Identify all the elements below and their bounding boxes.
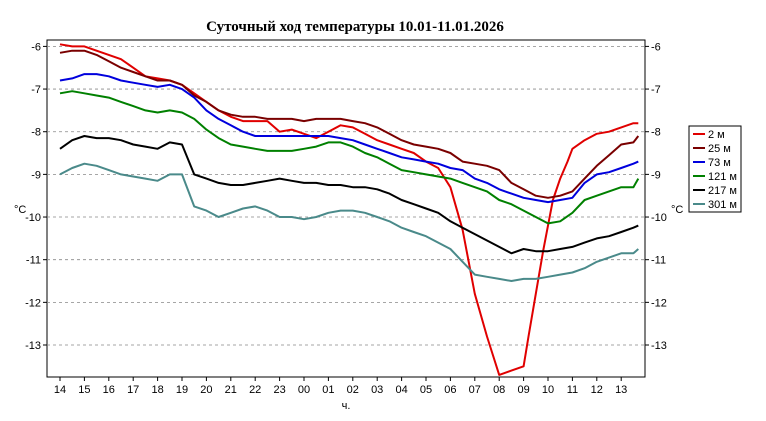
x-tick-label: 08 xyxy=(493,384,505,396)
series-line xyxy=(59,135,639,255)
x-tick-label: 07 xyxy=(469,384,481,396)
legend-box xyxy=(688,125,742,213)
x-tick-label: 20 xyxy=(200,384,212,396)
y-tick-label-right: -7 xyxy=(651,84,661,96)
x-tick-label: 06 xyxy=(444,384,456,396)
x-axis: 14 15 16 17 18 19 20 21 22 23 00 01 02 03 04 05 06 07 08 09… xyxy=(54,377,627,396)
x-tick-label: 05 xyxy=(420,384,432,396)
plot-frame xyxy=(46,39,646,378)
y-axis-left: -6 -7 -8 -9 -10 -11 -12 -13 xyxy=(25,41,47,352)
legend-label: 301 м xyxy=(708,199,737,211)
series-line xyxy=(59,162,639,282)
y-tick-label-right: -9 xyxy=(651,169,661,181)
y-tick-label-right: -13 xyxy=(651,340,667,352)
x-tick-label: 14 xyxy=(54,384,66,396)
x-tick-label: 00 xyxy=(298,384,310,396)
y-tick-label-left: -12 xyxy=(25,297,41,309)
x-tick-label: 03 xyxy=(371,384,383,396)
x-tick-label: 10 xyxy=(542,384,554,396)
x-tick-label: 15 xyxy=(78,384,90,396)
x-tick-label: 19 xyxy=(176,384,188,396)
legend: 2 м 25 м 73 м 121 м 217 м 301 м xyxy=(688,125,742,213)
y-tick-label-right: -10 xyxy=(651,212,667,224)
y-tick-label-right: -6 xyxy=(651,41,661,53)
y-tick-label-left: -13 xyxy=(25,340,41,352)
legend-label: 121 м xyxy=(708,171,737,183)
x-tick-label: 04 xyxy=(395,384,407,396)
series-line xyxy=(59,49,640,199)
x-tick-label: 01 xyxy=(322,384,334,396)
y-tick-label-right: -8 xyxy=(651,127,661,139)
x-tick-label: 11 xyxy=(567,384,578,396)
x-tick-label: 18 xyxy=(151,384,163,396)
x-tick-label: 13 xyxy=(615,384,627,396)
x-tick-label: 23 xyxy=(273,384,285,396)
y-tick-label-left: -7 xyxy=(31,84,41,96)
legend-label: 217 м xyxy=(708,185,737,197)
x-tick-label: 17 xyxy=(127,384,139,396)
series-lines xyxy=(59,43,640,376)
y-axis-label-right: °C xyxy=(671,204,683,216)
y-axis-right: -6 -7 -8 -9 -10 -11 -12 -13 xyxy=(645,41,667,352)
x-axis-label: ч. xyxy=(342,400,351,412)
y-tick-label-right: -12 xyxy=(651,297,667,309)
legend-label: 73 м xyxy=(708,157,731,169)
x-tick-label: 12 xyxy=(591,384,603,396)
series-line xyxy=(59,90,640,225)
x-tick-label: 02 xyxy=(347,384,359,396)
y-axis-label-left: °C xyxy=(14,204,26,216)
y-tick-label-right: -11 xyxy=(651,255,666,267)
x-tick-label: 09 xyxy=(517,384,529,396)
series-line xyxy=(59,73,639,204)
chart-title: Суточный ход температуры 10.01-11.01.202… xyxy=(206,19,504,35)
legend-label: 25 м xyxy=(708,143,731,155)
y-tick-label-left: -8 xyxy=(31,127,41,139)
y-tick-label-left: -9 xyxy=(31,169,41,181)
y-tick-label-left: -6 xyxy=(31,41,41,53)
x-tick-label: 16 xyxy=(103,384,115,396)
y-tick-label-left: -10 xyxy=(25,212,41,224)
grid-lines xyxy=(47,45,645,346)
x-tick-label: 22 xyxy=(249,384,261,396)
y-tick-label-left: -11 xyxy=(26,255,41,267)
legend-label: 2 м xyxy=(708,129,725,141)
x-tick-label: 21 xyxy=(225,384,237,396)
